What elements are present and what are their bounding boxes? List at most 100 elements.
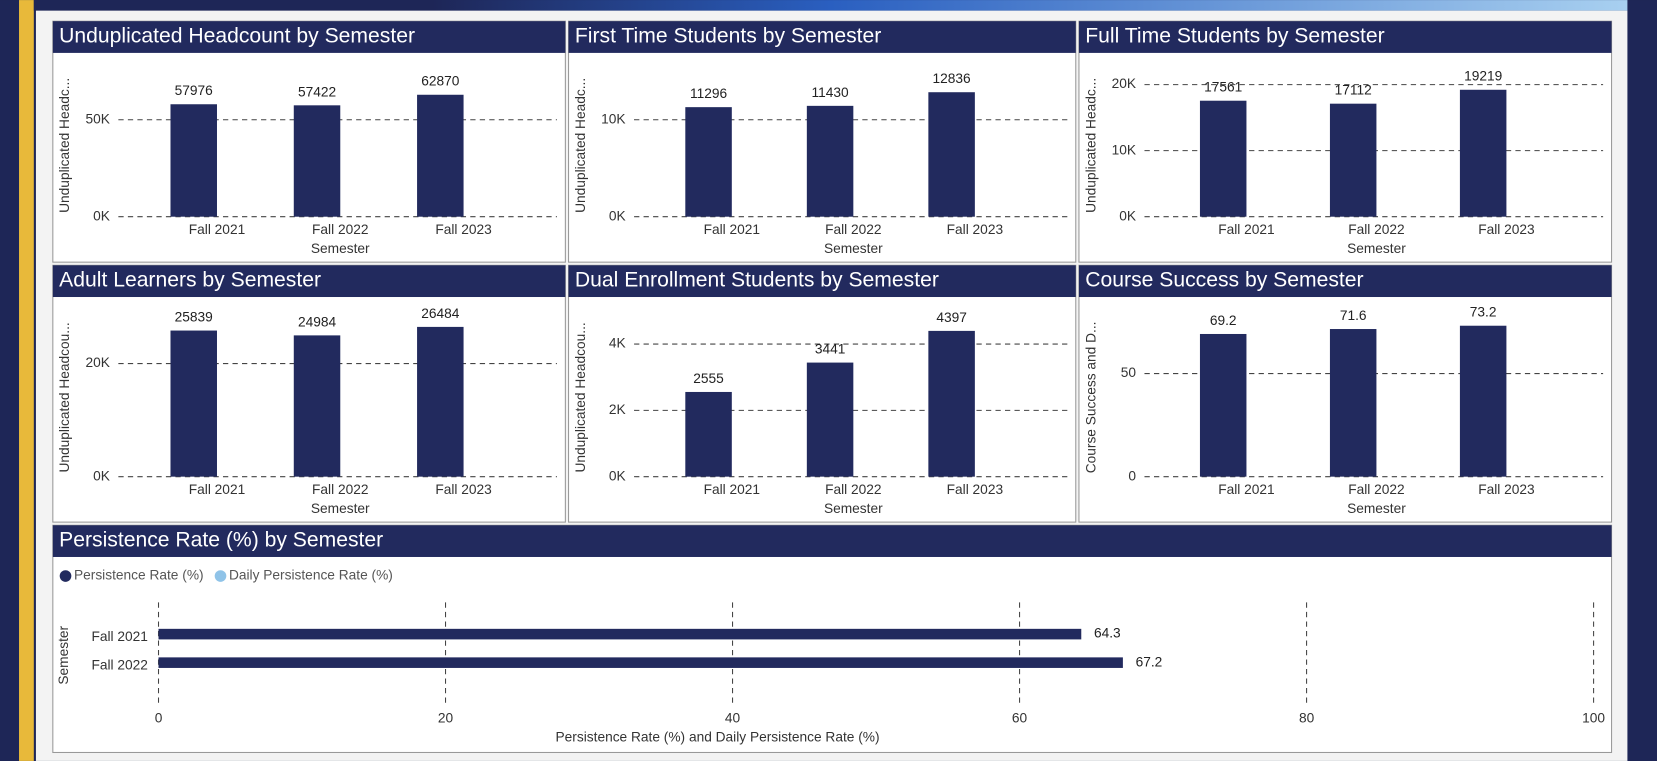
y-axis-label: Unduplicated Headc... (573, 78, 588, 213)
x-tick-label: 80 (1299, 710, 1315, 725)
x-tick-label: Fall 2022 (312, 222, 368, 237)
data-label: 25839 (175, 309, 213, 324)
x-tick-label: 40 (725, 710, 741, 725)
x-tick-label: Fall 2022 (312, 482, 368, 497)
data-label: 64.3 (1094, 626, 1121, 641)
x-tick-label: Fall 2023 (435, 482, 492, 497)
x-tick-label: Fall 2021 (1218, 222, 1274, 237)
x-tick-label: Fall 2022 (1348, 482, 1404, 497)
x-axis-label: Semester (1347, 501, 1406, 516)
x-tick-label: Fall 2022 (1348, 222, 1404, 237)
y-tick-label: 0K (1119, 208, 1136, 223)
bar (1329, 103, 1377, 217)
bar (806, 362, 854, 477)
data-label: 11430 (812, 85, 849, 100)
data-label: 57422 (298, 84, 336, 99)
top-bar (33, 0, 1628, 11)
panel-header (1078, 265, 1612, 298)
x-tick-label: Fall 2021 (189, 222, 245, 237)
y-tick-label: 10K (601, 111, 625, 126)
data-label: 3441 (815, 342, 846, 357)
x-tick-label: 60 (1012, 710, 1028, 725)
data-label: 73.2 (1470, 305, 1497, 320)
bar (1199, 333, 1247, 477)
x-tick-label: 100 (1582, 710, 1605, 725)
y-tick-label: Fall 2021 (92, 629, 148, 644)
x-tick-label: 0 (155, 710, 163, 725)
y-axis-label: Unduplicated Headcou... (573, 322, 588, 472)
accent-stripe (19, 0, 34, 761)
bar (170, 330, 217, 477)
y-tick-label: 0K (93, 468, 110, 483)
panel-header (52, 525, 1612, 557)
panel-header (568, 21, 1076, 53)
legend-marker (214, 570, 227, 582)
data-label: 26484 (421, 306, 460, 321)
bar (1459, 89, 1507, 217)
y-axis-label: Semester (56, 625, 71, 684)
panel-title: Persistence Rate (%) by Semester (59, 529, 383, 552)
x-tick-label: 20 (438, 710, 454, 725)
panel-title: Dual Enrollment Students by Semester (575, 269, 939, 292)
x-axis-label: Persistence Rate (%) and Daily Persisten… (556, 729, 880, 744)
panel-title: Course Success by Semester (1085, 269, 1363, 292)
y-tick-label: 0K (609, 468, 626, 483)
bar (293, 105, 341, 217)
data-label: 19219 (1464, 69, 1502, 84)
panel-header (52, 265, 566, 298)
bar (170, 104, 217, 217)
data-label: 11296 (690, 86, 727, 101)
legend-marker (59, 570, 72, 582)
panel-title: Unduplicated Headcount by Semester (59, 25, 415, 48)
bar (928, 92, 975, 217)
panel-title: First Time Students by Semester (575, 25, 881, 48)
y-tick-label: 10K (1112, 142, 1136, 157)
legend-label: Daily Persistence Rate (%) (229, 568, 393, 583)
y-tick-label: 50 (1121, 365, 1137, 380)
bar (417, 326, 464, 477)
x-axis-label: Semester (311, 241, 370, 256)
bar (1199, 100, 1247, 217)
bar (806, 105, 854, 217)
data-label: 67.2 (1136, 654, 1163, 669)
y-tick-label: Fall 2022 (92, 657, 148, 672)
data-label: 4397 (936, 310, 967, 325)
x-tick-label: Fall 2023 (947, 482, 1004, 497)
data-label: 57976 (175, 83, 214, 98)
x-axis-label: Semester (1347, 241, 1406, 256)
y-tick-label: 20K (85, 355, 109, 370)
data-label: 71.6 (1340, 308, 1367, 323)
bar (685, 391, 732, 477)
y-tick-label: 20K (1112, 76, 1136, 91)
data-label: 24984 (298, 314, 337, 329)
panel-title: Adult Learners by Semester (59, 269, 321, 292)
bar (928, 330, 975, 477)
y-tick-label: 0K (93, 208, 110, 223)
y-tick-label: 0K (609, 208, 626, 223)
bar (685, 107, 732, 217)
data-label: 2555 (693, 371, 724, 386)
y-axis-label: Unduplicated Headcou... (57, 322, 72, 472)
x-tick-label: Fall 2022 (825, 482, 881, 497)
data-label: 69.2 (1210, 313, 1237, 328)
panel-header (1078, 21, 1612, 53)
x-axis-label: Semester (311, 501, 370, 516)
bar (1329, 329, 1377, 477)
x-axis-label: Semester (824, 501, 883, 516)
x-tick-label: Fall 2023 (435, 222, 492, 237)
bar (158, 628, 1082, 640)
data-label: 17112 (1335, 83, 1372, 98)
y-tick-label: 4K (609, 336, 626, 351)
x-tick-label: Fall 2021 (704, 482, 760, 497)
data-label: 17561 (1204, 80, 1242, 95)
y-tick-label: 50K (85, 111, 109, 126)
x-tick-label: Fall 2021 (704, 222, 760, 237)
bar (158, 657, 1123, 668)
x-tick-label: Fall 2023 (1478, 222, 1535, 237)
x-tick-label: Fall 2022 (825, 222, 881, 237)
panel-header (568, 265, 1076, 298)
y-axis-label: Unduplicated Headc... (1083, 78, 1098, 213)
x-tick-label: Fall 2023 (1478, 482, 1535, 497)
